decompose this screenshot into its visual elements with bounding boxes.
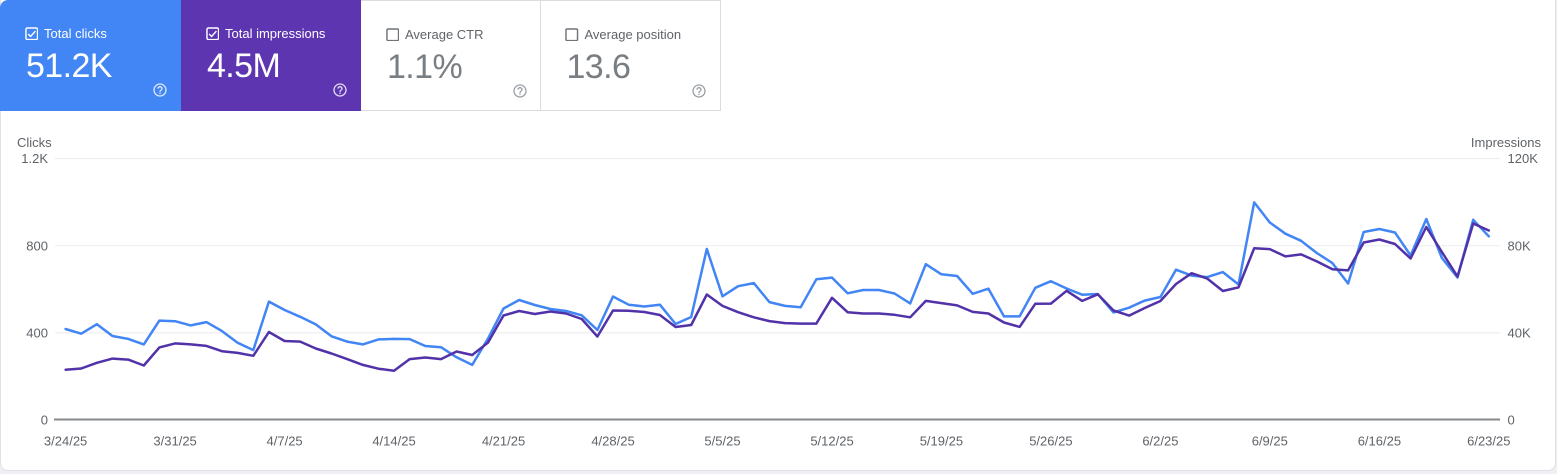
svg-text:5/5/25: 5/5/25 <box>704 434 740 449</box>
svg-text:1.2K: 1.2K <box>21 151 48 166</box>
svg-text:3/31/25: 3/31/25 <box>153 434 196 449</box>
svg-text:6/16/25: 6/16/25 <box>1358 434 1401 449</box>
svg-text:4/21/25: 4/21/25 <box>482 434 525 449</box>
svg-text:4/14/25: 4/14/25 <box>372 434 415 449</box>
svg-text:5/19/25: 5/19/25 <box>920 434 963 449</box>
svg-text:800: 800 <box>26 238 48 253</box>
svg-text:6/2/25: 6/2/25 <box>1142 434 1178 449</box>
svg-text:3/24/25: 3/24/25 <box>44 434 87 449</box>
svg-text:4/7/25: 4/7/25 <box>267 434 303 449</box>
svg-text:0: 0 <box>41 412 48 427</box>
svg-text:Impressions: Impressions <box>1471 135 1542 150</box>
svg-text:6/23/25: 6/23/25 <box>1467 434 1510 449</box>
svg-text:5/12/25: 5/12/25 <box>810 434 853 449</box>
svg-text:6/9/25: 6/9/25 <box>1252 434 1288 449</box>
svg-text:80K: 80K <box>1508 238 1531 253</box>
svg-text:Clicks: Clicks <box>17 135 52 150</box>
svg-text:120K: 120K <box>1508 151 1539 166</box>
svg-text:0: 0 <box>1508 412 1515 427</box>
svg-text:40K: 40K <box>1508 325 1531 340</box>
svg-text:400: 400 <box>26 325 48 340</box>
svg-text:4/28/25: 4/28/25 <box>591 434 634 449</box>
svg-text:5/26/25: 5/26/25 <box>1029 434 1072 449</box>
